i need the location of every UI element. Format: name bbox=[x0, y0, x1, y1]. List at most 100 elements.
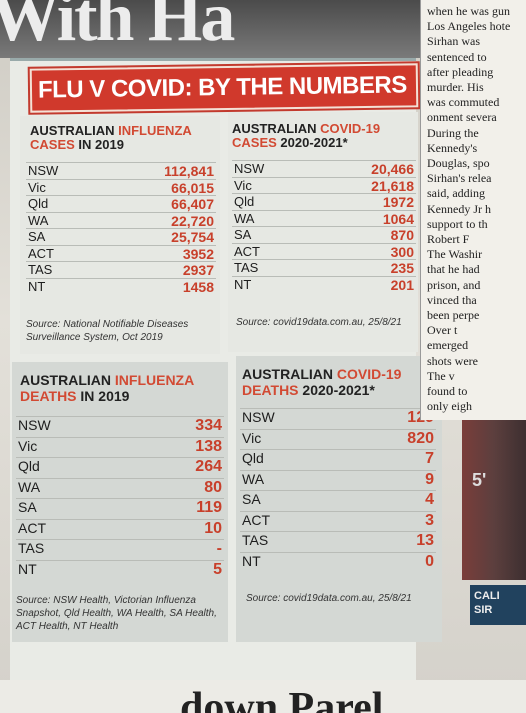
article-line: Sirhan was bbox=[427, 34, 480, 49]
state-value: 9 bbox=[425, 470, 434, 488]
article-line: was commuted bbox=[427, 95, 500, 110]
article-line: Los Angeles hote bbox=[427, 19, 511, 34]
side-banner: CALI SIR bbox=[470, 585, 526, 625]
state-label: ACT bbox=[234, 243, 260, 259]
table-row: NT 0 bbox=[240, 551, 436, 574]
state-label: NSW bbox=[28, 163, 59, 178]
table-row: ACT 300 bbox=[232, 242, 416, 261]
state-value: 4 bbox=[425, 491, 434, 508]
state-value: 80 bbox=[204, 478, 222, 496]
state-label: Vic bbox=[18, 437, 38, 454]
state-label: NT bbox=[234, 276, 252, 292]
covid-deaths-title: AUSTRALIAN COVID-19 DEATHS 2020-2021* bbox=[242, 366, 402, 398]
state-label: NT bbox=[18, 560, 37, 577]
state-value: 334 bbox=[195, 417, 222, 434]
table-row: NT 1458 bbox=[26, 277, 216, 296]
covid-cases-title: AUSTRALIAN COVID-19 CASES 2020-2021* bbox=[232, 121, 381, 150]
article-line: Robert F bbox=[427, 232, 470, 246]
infographic-headline: FLU V COVID: BY THE NUMBERS bbox=[29, 63, 419, 113]
state-label: TAS bbox=[234, 260, 259, 275]
covid-cases-box: AUSTRALIAN COVID-19 CASES 2020-2021* NSW… bbox=[228, 112, 418, 352]
state-value: 5 bbox=[213, 560, 222, 578]
state-label: TAS bbox=[18, 540, 45, 556]
flu-deaths-source: Source: NSW Health, Victorian Influenza … bbox=[16, 595, 217, 632]
state-value: 66,015 bbox=[171, 179, 214, 196]
side-banner-line: SIR bbox=[474, 604, 493, 616]
article-line: been perpe bbox=[427, 308, 480, 322]
table-row: NSW129 bbox=[240, 408, 436, 430]
state-value: 201 bbox=[390, 276, 414, 293]
state-label: SA bbox=[242, 491, 261, 507]
table-row: WA 22,720 bbox=[26, 211, 216, 230]
covid-deaths-box: AUSTRALIAN COVID-19 DEATHS 2020-2021* NS… bbox=[236, 356, 442, 642]
article-line: when he was gun bbox=[427, 4, 510, 18]
state-value: 1458 bbox=[182, 278, 214, 295]
state-value: 0 bbox=[425, 552, 434, 570]
table-row: Vic 66,015 bbox=[26, 178, 216, 197]
table-row: ACT 3952 bbox=[26, 244, 216, 263]
bottom-headline-fragment: down Parel bbox=[0, 680, 526, 713]
table-row: Qld 264 bbox=[16, 457, 224, 479]
top-headline-fragment: With Ha bbox=[0, 0, 420, 58]
flu-deaths-title: AUSTRALIAN INFLUENZA DEATHS IN 2019 bbox=[20, 372, 195, 404]
state-label: NSW bbox=[242, 409, 275, 425]
table-row: NT 201 bbox=[232, 275, 416, 294]
state-value: 1064 bbox=[382, 210, 414, 227]
state-label: WA bbox=[242, 470, 265, 487]
state-value: 25,754 bbox=[171, 229, 214, 245]
state-label: NSW bbox=[18, 417, 51, 433]
state-label: TAS bbox=[242, 532, 269, 548]
state-value: 22,720 bbox=[171, 212, 214, 229]
table-row: SA 25,754 bbox=[26, 228, 216, 246]
flu-cases-source: Source: National Notifiable Diseases Sur… bbox=[26, 319, 189, 343]
state-label: ACT bbox=[28, 245, 54, 261]
table-row: TAS 235 bbox=[232, 259, 416, 277]
state-value: 820 bbox=[407, 429, 434, 447]
table-row: WA 1064 bbox=[232, 209, 416, 228]
state-label: Qld bbox=[234, 194, 255, 209]
article-line: murder. His bbox=[427, 80, 484, 94]
state-value: 66,407 bbox=[171, 196, 214, 212]
state-value: 1972 bbox=[382, 194, 414, 210]
flu-cases-box: AUSTRALIAN INFLUENZA CASES IN 2019 NSW 11… bbox=[20, 116, 220, 354]
state-label: Qld bbox=[242, 450, 264, 466]
state-label: WA bbox=[28, 212, 49, 228]
article-line: found to bbox=[427, 384, 468, 398]
state-value: 3952 bbox=[182, 245, 214, 262]
state-value: 7 bbox=[425, 450, 434, 467]
article-line: said, adding bbox=[427, 186, 485, 201]
article-line: onment severa bbox=[427, 110, 497, 125]
state-label: SA bbox=[234, 227, 252, 242]
table-row: NSW 112,841 bbox=[26, 162, 216, 180]
covid-deaths-source: Source: covid19data.com.au, 25/8/21 bbox=[246, 593, 412, 604]
article-line: Sirhan's relea bbox=[427, 171, 492, 186]
table-row: ACT 3 bbox=[240, 510, 436, 533]
state-label: NT bbox=[242, 552, 261, 569]
state-value: 21,618 bbox=[371, 177, 414, 194]
side-photo: 5' bbox=[462, 420, 526, 580]
table-row: SA 4 bbox=[240, 490, 436, 512]
article-line: sentenced to bbox=[427, 49, 487, 64]
table-row: TAS 13 bbox=[240, 531, 436, 553]
article-line: only eigh bbox=[427, 399, 472, 414]
state-value: 2937 bbox=[182, 262, 214, 278]
table-row: TAS - bbox=[16, 539, 224, 561]
article-line: after pleading bbox=[427, 64, 494, 79]
state-value: 235 bbox=[390, 260, 414, 276]
article-line: Kennedy's bbox=[427, 140, 478, 155]
state-label: Vic bbox=[242, 429, 262, 446]
table-row: Qld 1972 bbox=[232, 193, 416, 211]
article-line: emerged bbox=[427, 338, 469, 353]
table-row: NSW 20,466 bbox=[232, 160, 416, 178]
state-value: 3 bbox=[425, 511, 434, 529]
table-row: NT 5 bbox=[16, 559, 224, 582]
state-value: 119 bbox=[196, 499, 222, 516]
state-label: NSW bbox=[234, 161, 265, 176]
state-value: 138 bbox=[195, 437, 222, 455]
state-label: Vic bbox=[234, 177, 252, 193]
table-row: Vic 21,618 bbox=[232, 176, 416, 195]
state-label: WA bbox=[18, 478, 41, 495]
table-row: Vic 138 bbox=[16, 436, 224, 459]
article-line: vinced tha bbox=[427, 292, 477, 307]
